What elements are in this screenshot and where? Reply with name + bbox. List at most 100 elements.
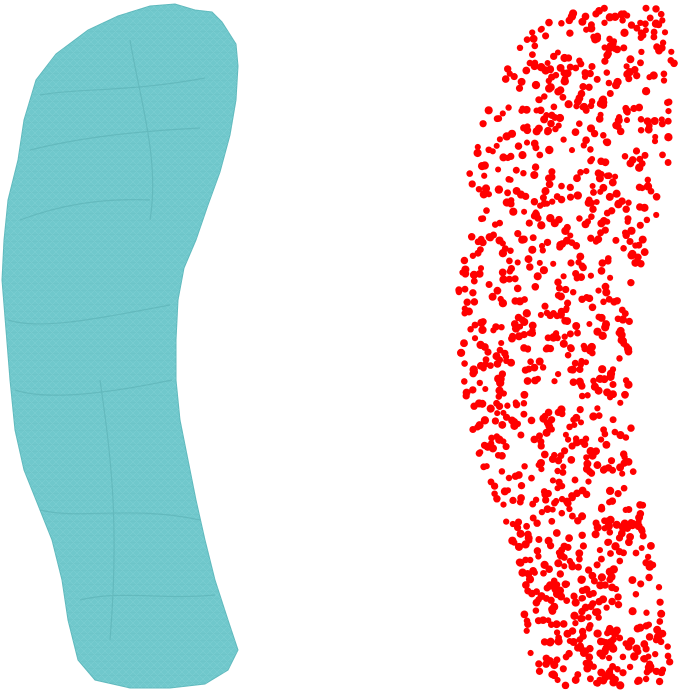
- point: [543, 309, 551, 317]
- point: [655, 584, 663, 591]
- point: [523, 522, 531, 530]
- point: [580, 142, 587, 149]
- point: [608, 178, 617, 187]
- point: [596, 649, 604, 658]
- point: [591, 608, 600, 617]
- point: [471, 321, 479, 329]
- point: [596, 637, 605, 646]
- point: [543, 505, 552, 513]
- point: [563, 597, 571, 604]
- point: [597, 219, 606, 228]
- point: [652, 133, 659, 140]
- point: [590, 188, 597, 196]
- point: [609, 466, 617, 474]
- point: [632, 549, 640, 557]
- point: [516, 44, 524, 52]
- point: [593, 519, 600, 526]
- point: [650, 116, 659, 126]
- point: [632, 147, 641, 155]
- point: [539, 194, 547, 202]
- point: [619, 653, 627, 661]
- point: [550, 52, 558, 61]
- point: [598, 503, 605, 511]
- point: [523, 617, 531, 625]
- point: [537, 202, 544, 209]
- point: [637, 19, 644, 27]
- point: [612, 236, 620, 244]
- point: [511, 472, 520, 480]
- point: [567, 456, 576, 464]
- point: [541, 187, 550, 196]
- point: [467, 233, 476, 241]
- point: [528, 321, 537, 330]
- point: [578, 607, 586, 616]
- point: [463, 298, 471, 306]
- point: [602, 288, 611, 297]
- point: [523, 627, 530, 634]
- point: [655, 677, 664, 686]
- point: [664, 117, 672, 125]
- point: [622, 640, 629, 647]
- point: [591, 530, 600, 539]
- point: [553, 656, 561, 664]
- point: [520, 390, 529, 399]
- point: [596, 99, 605, 108]
- point: [493, 360, 502, 368]
- point: [636, 510, 645, 518]
- point: [561, 681, 570, 690]
- point: [547, 416, 556, 424]
- point: [513, 523, 522, 532]
- point: [558, 509, 566, 517]
- point: [571, 359, 579, 367]
- point: [645, 633, 654, 641]
- point: [614, 489, 622, 498]
- point: [503, 518, 510, 525]
- point: [586, 675, 594, 683]
- point: [646, 541, 655, 550]
- point: [656, 618, 664, 625]
- point: [606, 576, 614, 584]
- point: [531, 42, 539, 50]
- point: [637, 116, 645, 123]
- point: [587, 102, 595, 110]
- point: [618, 306, 626, 314]
- point: [530, 363, 539, 372]
- point: [616, 681, 625, 690]
- point: [490, 231, 497, 239]
- point: [639, 532, 647, 540]
- point: [604, 538, 612, 547]
- point: [587, 343, 595, 351]
- point: [623, 70, 632, 79]
- point: [661, 29, 669, 36]
- point: [555, 122, 562, 129]
- point: [600, 375, 609, 384]
- point: [587, 272, 595, 279]
- point: [643, 609, 650, 616]
- point: [485, 280, 493, 289]
- point: [473, 148, 482, 158]
- point: [542, 428, 551, 437]
- point: [565, 649, 573, 658]
- point: [552, 497, 560, 505]
- point: [570, 611, 579, 620]
- point: [548, 426, 555, 433]
- point: [536, 432, 543, 440]
- point: [535, 667, 544, 675]
- point: [546, 581, 555, 590]
- point: [631, 258, 640, 267]
- point: [549, 198, 556, 205]
- point: [518, 151, 527, 160]
- point: [584, 566, 593, 574]
- point-cloud-panel: [455, 4, 678, 690]
- point: [470, 277, 478, 285]
- point: [555, 88, 563, 96]
- point: [597, 555, 605, 563]
- point: [564, 351, 572, 359]
- point: [628, 576, 637, 585]
- point: [670, 59, 678, 68]
- point: [578, 392, 586, 400]
- point: [607, 550, 614, 557]
- point: [616, 557, 624, 565]
- point: [593, 198, 600, 206]
- point: [514, 142, 523, 150]
